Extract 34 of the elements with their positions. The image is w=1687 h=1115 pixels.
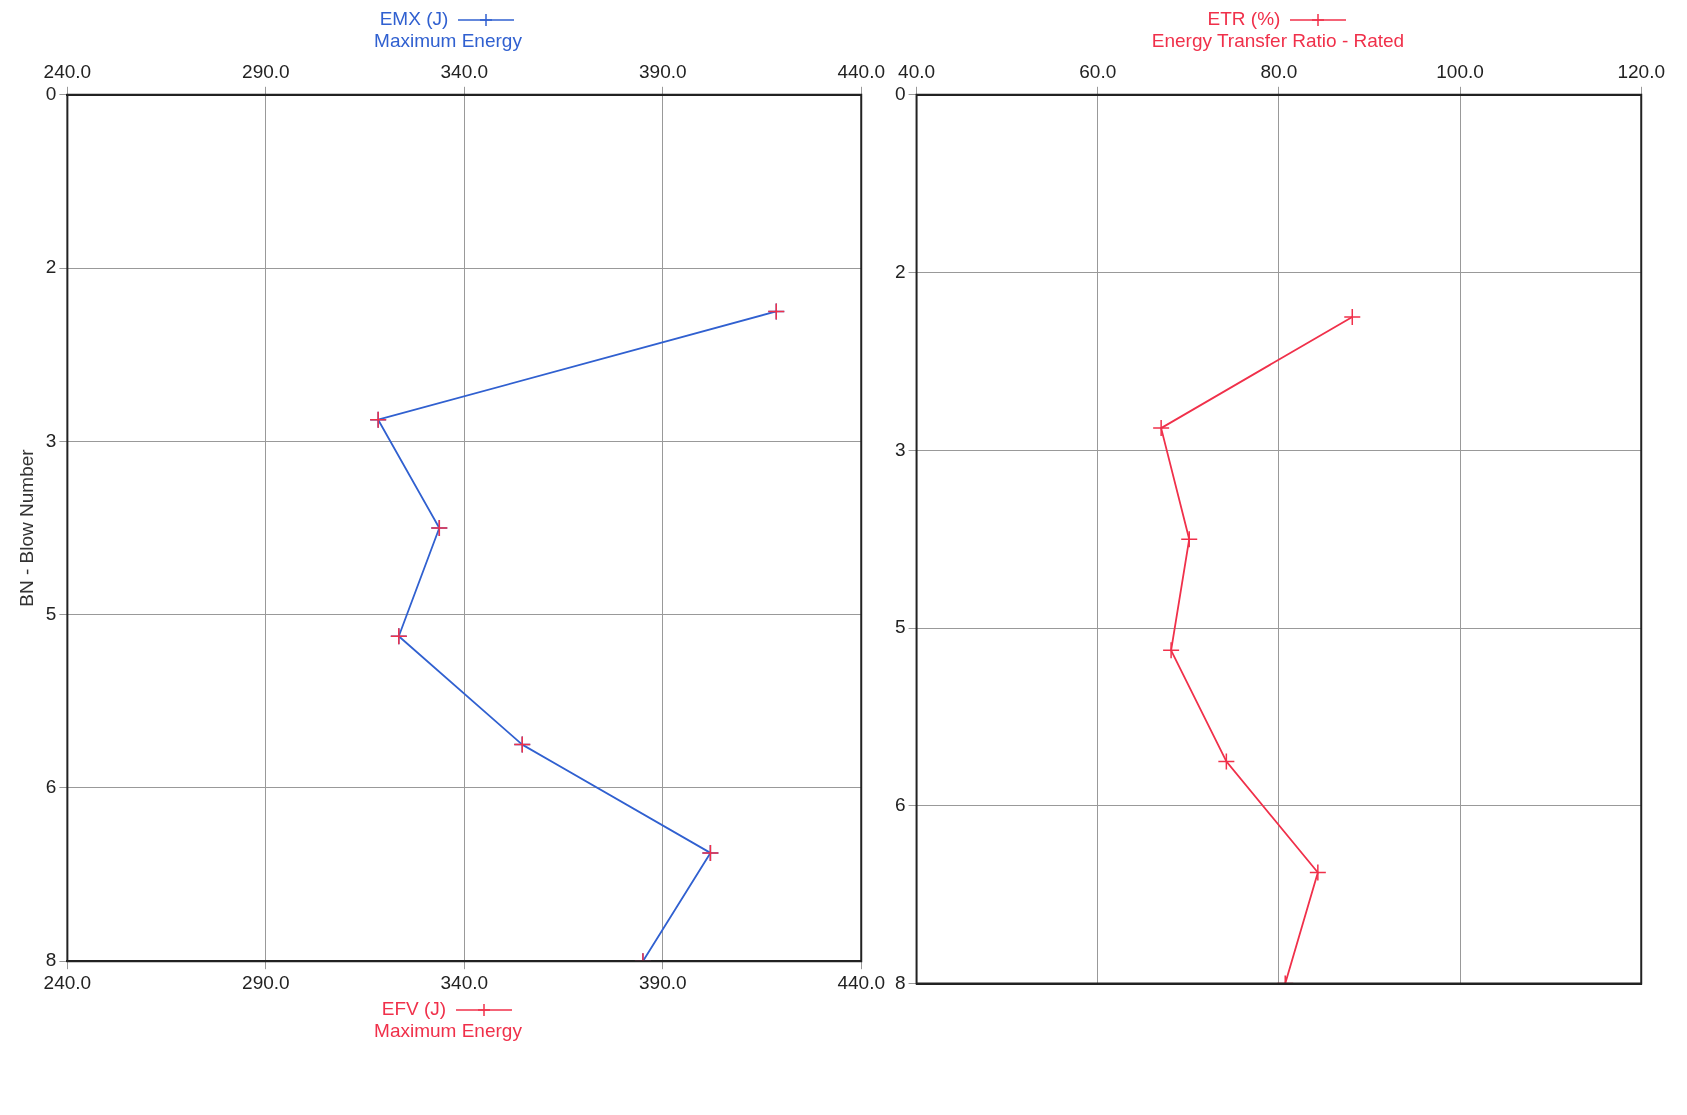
y-tick-label: 0	[45, 83, 57, 105]
x2-tick-label: 440.0	[837, 60, 885, 82]
y-tick-label: 5	[45, 602, 57, 624]
y-tick-label: 2	[894, 260, 906, 282]
x2-tick-label: 60.0	[1079, 60, 1117, 82]
x-tick-label: 440.0	[837, 971, 885, 993]
legend-label: EMX (J)	[379, 8, 449, 29]
y-tick-label: 5	[894, 616, 906, 638]
x2-tick-label: 290.0	[242, 60, 290, 82]
x2-tick-label: 390.0	[638, 60, 687, 82]
y-axis-title: BN - Blow Number	[15, 448, 37, 607]
x2-tick-label: 80.0	[1260, 60, 1298, 82]
x2-tick-label: 100.0	[1436, 60, 1484, 82]
x-tick-label: 340.0	[440, 971, 489, 993]
legend-label: EFV (J)	[381, 998, 447, 1019]
x2-tick-label: 240.0	[43, 60, 92, 82]
x-axis-title: Maximum Energy	[373, 1020, 523, 1042]
x2-tick-label: 120.0	[1617, 60, 1665, 82]
x2-tick-label: 340.0	[440, 60, 489, 82]
y-tick-label: 8	[45, 949, 57, 971]
x-tick-label: 240.0	[43, 971, 92, 993]
x-tick-label: 390.0	[638, 971, 687, 993]
y-tick-label: 3	[45, 429, 57, 451]
y-tick-label: 6	[894, 794, 906, 816]
y-tick-label: 2	[45, 256, 57, 278]
y-tick-label: 6	[45, 776, 57, 798]
x2-tick-label: 40.0	[898, 60, 936, 82]
x2-axis-title: Energy Transfer Ratio - Rated	[1150, 30, 1406, 52]
x2-axis-title: Maximum Energy	[373, 30, 523, 52]
y-tick-label: 3	[894, 438, 906, 460]
y-tick-label: 8	[894, 971, 906, 993]
y-tick-label: 0	[894, 83, 906, 105]
x-tick-label: 290.0	[242, 971, 290, 993]
legend-label: ETR (%)	[1207, 8, 1281, 29]
